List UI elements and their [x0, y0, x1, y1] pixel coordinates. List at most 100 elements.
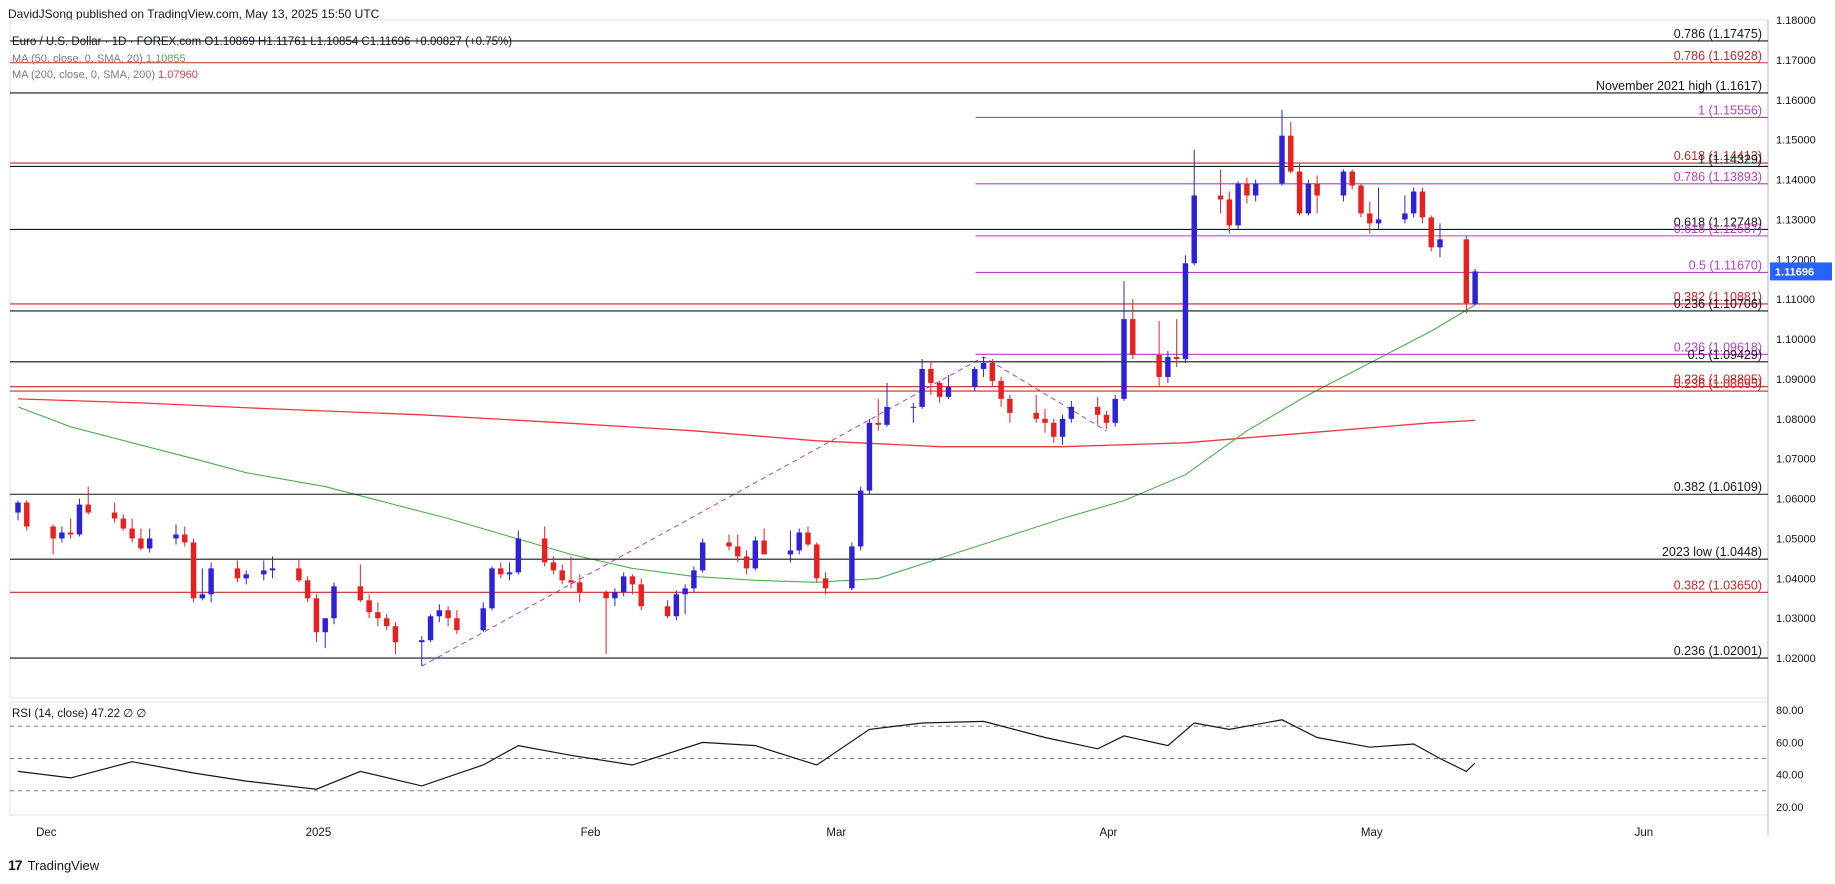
- candle-body: [629, 576, 636, 585]
- candle-body: [972, 368, 978, 387]
- rsi-axis-tick: 20.00: [1776, 802, 1804, 814]
- tradingview-logo[interactable]: 17 TradingView: [8, 857, 99, 873]
- price-axis-tick: 1.05000: [1776, 533, 1816, 545]
- level-label: 2023 low (1.0448): [1662, 545, 1762, 559]
- candle-body: [726, 542, 732, 547]
- price-axis-tick: 1.14000: [1776, 175, 1816, 187]
- candle-body: [761, 540, 767, 555]
- candle-body: [1121, 319, 1127, 399]
- level-label: 0.236 (1.02001): [1674, 644, 1762, 658]
- level-label: 0.236 (1.08805): [1674, 373, 1762, 387]
- candle-body: [243, 574, 249, 579]
- candle-body: [1375, 219, 1382, 224]
- candle-body: [919, 368, 925, 407]
- candle-body: [884, 406, 890, 425]
- candle-body: [173, 534, 179, 539]
- level-label: November 2021 high (1.1617): [1596, 79, 1762, 93]
- time-axis-label: Apr: [1099, 827, 1117, 839]
- candle-body: [67, 532, 74, 535]
- candle-body: [1112, 398, 1118, 423]
- price-axis-tick: 1.04000: [1776, 573, 1816, 585]
- candle-body: [550, 562, 557, 571]
- candle-body: [1428, 217, 1434, 248]
- candle-body: [1173, 357, 1180, 359]
- level-label: 0.236 (1.10706): [1674, 297, 1762, 311]
- candle-body: [208, 568, 214, 595]
- time-axis-label: May: [1361, 827, 1383, 839]
- candle-body: [190, 542, 197, 599]
- candle-body: [331, 586, 337, 619]
- price-axis-tick: 1.10000: [1776, 334, 1816, 346]
- candle-body: [1042, 418, 1048, 423]
- candle-body: [814, 544, 820, 579]
- candle-body: [269, 568, 276, 571]
- candle-body: [1279, 135, 1285, 184]
- rsi-axis-tick: 40.00: [1776, 770, 1804, 782]
- time-axis-label: Mar: [826, 827, 846, 839]
- candle-body: [743, 556, 750, 569]
- candle-body: [515, 538, 522, 573]
- candle-body: [1288, 135, 1294, 172]
- candle-body: [787, 550, 794, 555]
- candle-body: [24, 502, 30, 527]
- candle-body: [857, 490, 864, 547]
- candle-body: [383, 618, 390, 627]
- candle-body: [454, 618, 460, 631]
- candle-body: [673, 594, 680, 617]
- publisher-header: DavidJSong published on TradingView.com,…: [8, 7, 380, 21]
- candle-body: [1419, 191, 1426, 218]
- candle-body: [1410, 191, 1417, 214]
- candle-body: [322, 618, 328, 633]
- candle-body: [50, 526, 56, 539]
- time-axis-label: Feb: [581, 827, 601, 839]
- candle-body: [1296, 171, 1303, 214]
- rsi-line: [17, 719, 1476, 790]
- tradingview-brand-text: TradingView: [27, 857, 100, 873]
- candle-body: [1472, 271, 1478, 305]
- symbol-title: Euro / U.S. Dollar · 1D · FOREX.com O1.1…: [12, 36, 512, 48]
- candle-body: [489, 568, 495, 609]
- candle-body: [699, 542, 706, 571]
- price-axis-tick: 1.16000: [1776, 95, 1816, 107]
- candle-body: [1402, 213, 1408, 220]
- level-label: 0.236 (1.09618): [1674, 340, 1762, 354]
- candle-body: [1314, 183, 1320, 196]
- candle-body: [85, 504, 91, 513]
- candle-body: [910, 406, 917, 408]
- candle-body: [620, 576, 627, 593]
- candle-body: [805, 532, 811, 545]
- level-label: 0.618 (1.12748): [1674, 215, 1762, 229]
- candle-body: [866, 422, 873, 491]
- candle-body: [1244, 183, 1250, 196]
- candle-body: [375, 612, 381, 619]
- candle-body: [796, 532, 802, 551]
- candle-body: [822, 578, 829, 589]
- candle-body: [76, 504, 83, 535]
- candle-body: [1367, 213, 1373, 224]
- candle-body: [261, 570, 267, 575]
- candle-body: [1235, 183, 1241, 226]
- candle-body: [182, 534, 188, 543]
- candle-body: [928, 368, 934, 383]
- candle-body: [1165, 357, 1171, 377]
- candle-body: [419, 640, 425, 643]
- candle-body: [1252, 183, 1259, 196]
- candle-body: [304, 580, 311, 599]
- candle-body: [199, 594, 206, 599]
- candle-body: [1007, 398, 1013, 413]
- candle-body: [138, 538, 144, 549]
- candle-body: [638, 584, 644, 607]
- last-price-value: 1.11696: [1775, 266, 1814, 278]
- candle-body: [664, 606, 671, 617]
- candle-body: [1156, 355, 1162, 377]
- level-label: 1 (1.14329): [1698, 152, 1762, 166]
- price-axis-tick: 1.02000: [1776, 653, 1816, 665]
- candle-body: [366, 600, 372, 613]
- level-label: 0.236 (1.08695): [1674, 377, 1762, 391]
- candle-body: [849, 546, 855, 589]
- candle-body: [752, 540, 759, 569]
- candle-body: [1191, 195, 1197, 264]
- candle-body: [445, 610, 451, 619]
- candle-body: [691, 570, 697, 589]
